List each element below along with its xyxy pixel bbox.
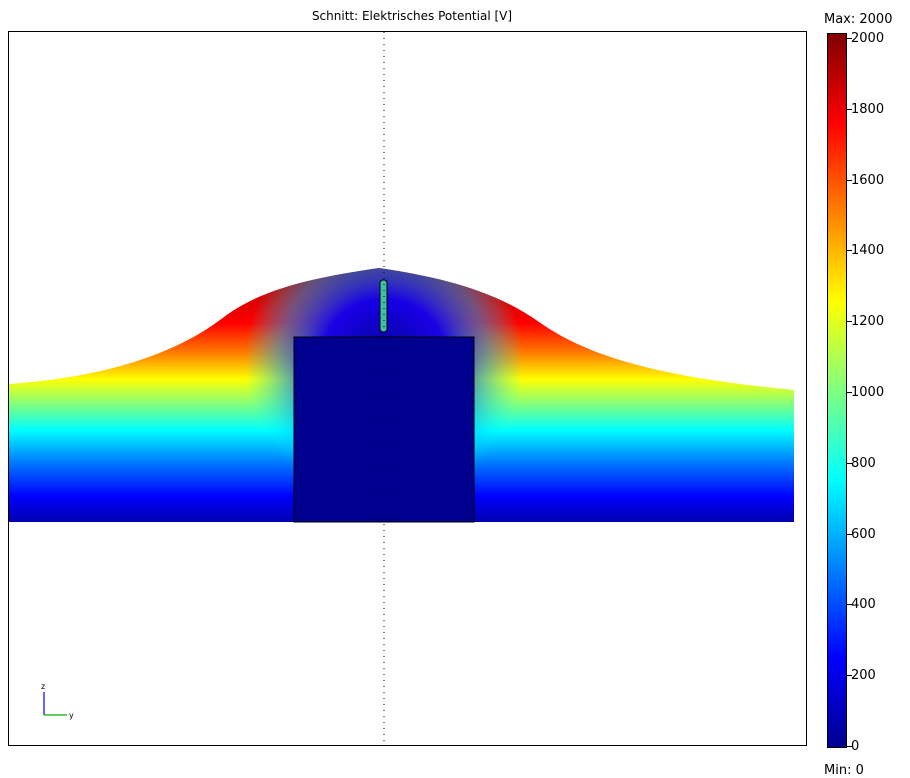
colorbar-tick — [847, 746, 852, 747]
colorbar-tick-label: 600 — [851, 526, 876, 542]
electrode-block — [293, 336, 475, 523]
colorbar-min-label: Min: 0 — [824, 763, 864, 778]
colorbar-tick-label: 1000 — [851, 385, 885, 400]
plot-title: Schnitt: Elektrisches Potential [V] — [311, 9, 513, 23]
colorbar-tick — [847, 38, 852, 39]
colorbar-tick-label: 1200 — [851, 314, 885, 330]
colorbar-tick-label: 800 — [851, 455, 876, 471]
colorbar-tick — [847, 392, 852, 393]
colorbar-tick-label: 400 — [851, 597, 876, 613]
colorbar-tick — [847, 108, 852, 110]
needle-electrode — [379, 279, 388, 333]
colorbar-tick-label: 1800 — [851, 101, 885, 117]
axis-label-y: y — [69, 711, 74, 720]
colorbar-tick-label: 1600 — [851, 172, 885, 188]
colorbar-tick — [847, 533, 852, 535]
colorbar-tick — [847, 250, 852, 252]
colorbar-tick-label: 0 — [851, 739, 860, 754]
colorbar-max-label: Max: 2000 — [824, 12, 893, 27]
colorbar-tick-label: 2000 — [851, 31, 885, 46]
orientation-axes: z y — [41, 682, 74, 720]
plot-area: z y — [8, 31, 807, 746]
axis-label-z: z — [41, 682, 45, 691]
colorbar-tick — [847, 179, 852, 181]
colorbar-tick-label: 1400 — [851, 243, 885, 259]
colorbar-tick — [847, 675, 852, 677]
colorbar-tick — [847, 604, 852, 606]
colorbar-tick — [847, 462, 852, 464]
colorbar — [827, 33, 847, 748]
colorbar-tick — [847, 321, 852, 323]
colorbar-tick-label: 200 — [851, 668, 876, 684]
